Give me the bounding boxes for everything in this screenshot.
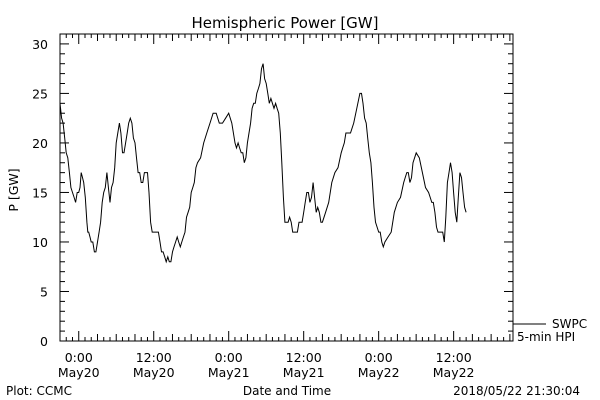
x-axis: 0:00May2012:00May200:00May2112:00May210:… (58, 34, 511, 380)
x-tick-date-label: May21 (283, 365, 325, 380)
y-tick-label: 5 (40, 284, 48, 299)
x-tick-date-label: May20 (58, 365, 100, 380)
series-line-swpc (59, 63, 467, 264)
y-tick-label: 30 (32, 37, 48, 52)
y-tick-label: 15 (32, 185, 48, 200)
y-axis: 0 5 10 15 20 25 30 (32, 37, 513, 349)
series-layer (59, 63, 467, 264)
x-tick-date-label: May22 (433, 365, 475, 380)
y-tick-label: 25 (32, 86, 48, 101)
legend-label-swpc: SWPC (552, 317, 587, 331)
x-axis-label: Date and Time (243, 384, 331, 398)
x-tick-time-label: 0:00 (365, 350, 393, 365)
y-tick-label: 20 (32, 136, 48, 151)
chart-title: Hemispheric Power [GW] (192, 14, 379, 32)
x-tick-time-label: 0:00 (65, 350, 93, 365)
x-tick-time-label: 12:00 (436, 350, 472, 365)
y-axis-label: P [GW] (6, 168, 21, 211)
x-tick-date-label: May21 (208, 365, 250, 380)
x-tick-time-label: 12:00 (286, 350, 322, 365)
x-tick-date-label: May22 (358, 365, 400, 380)
x-tick-time-label: 0:00 (215, 350, 243, 365)
timestamp: 2018/05/22 21:30:04 (453, 384, 580, 398)
x-tick-date-label: May20 (133, 365, 175, 380)
x-tick-time-label: 12:00 (136, 350, 172, 365)
y-tick-label: 10 (32, 235, 48, 250)
y-tick-label: 0 (40, 334, 48, 349)
plot-credit: Plot: CCMC (6, 384, 72, 398)
legend-label-hpi: 5-min HPI (517, 330, 575, 344)
plot-area-frame (59, 33, 514, 342)
